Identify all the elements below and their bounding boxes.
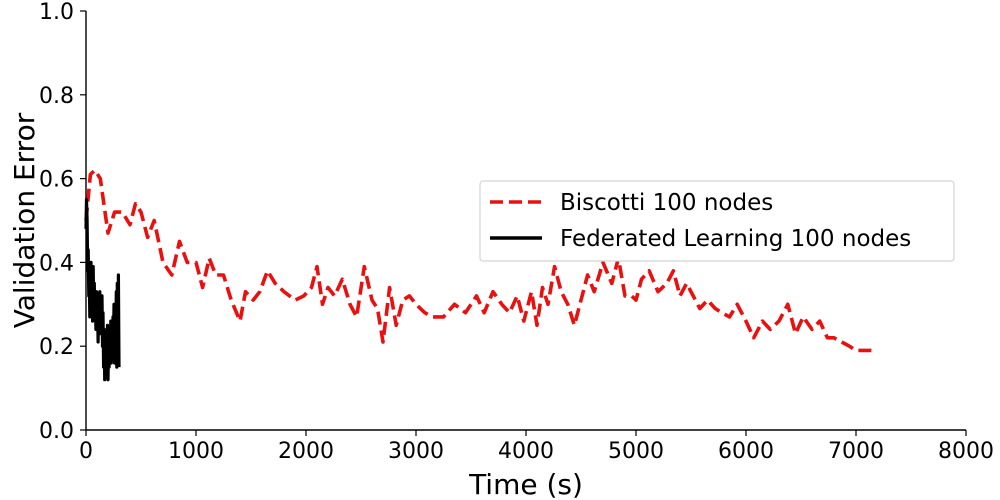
plot-area bbox=[84, 168, 876, 382]
x-tick-label: 8000 bbox=[938, 439, 994, 464]
y-tick-label: 1.0 bbox=[39, 0, 74, 25]
legend: Biscotti 100 nodes Federated Learning 10… bbox=[479, 180, 955, 262]
y-axis-title: Validation Error bbox=[8, 112, 41, 328]
x-tick-label: 0 bbox=[79, 439, 93, 464]
y-tick-label: 0.4 bbox=[39, 251, 74, 276]
x-axis-title: Time (s) bbox=[468, 468, 583, 500]
y-tick-label: 0.6 bbox=[39, 168, 74, 193]
legend-label-federated: Federated Learning 100 nodes bbox=[560, 226, 911, 252]
y-tick-label: 0.8 bbox=[39, 84, 74, 109]
x-tick-label: 5000 bbox=[608, 439, 664, 464]
x-tick-label: 6000 bbox=[718, 439, 774, 464]
x-tick-label: 7000 bbox=[828, 439, 884, 464]
y-tick-label: 0.2 bbox=[39, 335, 74, 360]
x-tick-label: 4000 bbox=[498, 439, 554, 464]
series-line-biscotti bbox=[84, 168, 876, 353]
x-tick-label: 2000 bbox=[278, 439, 334, 464]
x-tick-label: 1000 bbox=[168, 439, 224, 464]
y-tick-label: 0.0 bbox=[39, 419, 74, 444]
axes: 0 1000 2000 3000 4000 5000 6000 7000 8000 0.0 0.2 0… bbox=[39, 0, 994, 464]
x-tick-label: 3000 bbox=[388, 439, 444, 464]
legend-label-biscotti: Biscotti 100 nodes bbox=[560, 190, 773, 216]
series-line-federated bbox=[84, 197, 121, 382]
legend-frame bbox=[479, 180, 955, 262]
